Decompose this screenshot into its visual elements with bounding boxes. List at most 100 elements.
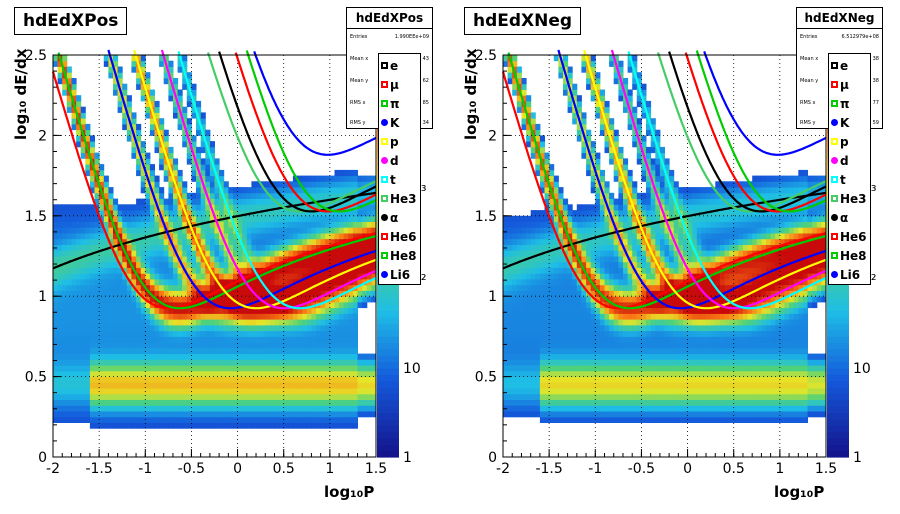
heatmap-cell bbox=[186, 382, 192, 389]
heatmap-cell bbox=[186, 416, 192, 423]
heatmap-cell bbox=[103, 405, 109, 412]
heatmap-cell bbox=[140, 376, 146, 383]
heatmap-cell bbox=[149, 347, 155, 355]
heatmap-cell bbox=[503, 411, 509, 418]
heatmap-cell bbox=[251, 233, 257, 240]
heatmap-cell bbox=[159, 376, 165, 383]
heatmap-cell bbox=[214, 336, 220, 343]
heatmap-cell bbox=[352, 221, 358, 228]
heatmap-cell bbox=[544, 244, 550, 251]
heatmap-cell bbox=[609, 353, 615, 360]
heatmap-cell bbox=[256, 393, 262, 400]
heatmap-cell bbox=[214, 422, 220, 429]
heatmap-cell bbox=[604, 135, 610, 142]
heatmap-cell bbox=[159, 279, 165, 286]
heatmap-cell bbox=[209, 256, 215, 263]
heatmap-cell bbox=[205, 158, 211, 165]
heatmap-cell bbox=[539, 301, 545, 309]
heatmap-cell bbox=[320, 284, 326, 291]
heatmap-cell bbox=[256, 279, 262, 286]
heatmap-cell bbox=[292, 416, 298, 423]
heatmap-cell bbox=[516, 301, 522, 309]
heatmap-cell bbox=[200, 365, 206, 372]
heatmap-cell bbox=[283, 365, 289, 372]
heatmap-cell bbox=[334, 192, 340, 199]
heatmap-cell bbox=[334, 393, 340, 400]
heatmap-cell bbox=[113, 256, 119, 263]
heatmap-cell bbox=[140, 146, 146, 154]
heatmap-cell bbox=[632, 393, 638, 400]
heatmap-cell bbox=[131, 204, 137, 211]
heatmap-cell bbox=[641, 146, 647, 154]
heatmap-cell bbox=[549, 324, 555, 332]
heatmap-cell bbox=[260, 210, 266, 217]
heatmap-cell bbox=[191, 359, 197, 366]
heatmap-cell bbox=[214, 313, 220, 320]
heatmap-cell bbox=[553, 353, 559, 360]
heatmap-cell bbox=[274, 301, 280, 309]
heatmap-cell bbox=[339, 347, 345, 355]
heatmap-cell bbox=[113, 221, 119, 228]
heatmap-cell bbox=[288, 296, 294, 303]
heatmap-cell bbox=[530, 336, 536, 343]
heatmap-cell bbox=[242, 382, 248, 389]
heatmap-cell bbox=[260, 376, 266, 383]
heatmap-cell bbox=[159, 244, 165, 251]
heatmap-cell bbox=[512, 388, 518, 395]
heatmap-cell bbox=[325, 376, 331, 383]
heatmap-cell bbox=[149, 238, 155, 245]
heatmap-cell bbox=[168, 290, 174, 297]
heatmap-cell bbox=[256, 290, 262, 297]
heatmap-cell bbox=[544, 198, 550, 205]
heatmap-cell bbox=[549, 175, 555, 182]
heatmap-cell bbox=[632, 313, 638, 320]
heatmap-cell bbox=[71, 273, 77, 280]
heatmap-cell bbox=[168, 416, 174, 423]
heatmap-cell bbox=[535, 365, 541, 372]
heatmap-cell bbox=[632, 416, 638, 423]
heatmap-cell bbox=[246, 359, 252, 366]
heatmap-cell bbox=[62, 250, 68, 257]
heatmap-cell bbox=[57, 376, 63, 383]
heatmap-cell bbox=[279, 181, 285, 188]
heatmap-cell bbox=[297, 324, 303, 332]
heatmap-cell bbox=[223, 192, 229, 199]
heatmap-cell bbox=[242, 267, 248, 274]
y-tick-label: 2.5 bbox=[25, 48, 47, 64]
heatmap-cell bbox=[311, 388, 317, 395]
heatmap-cell bbox=[94, 376, 100, 383]
heatmap-cell bbox=[366, 233, 372, 240]
heatmap-cell bbox=[173, 261, 179, 268]
heatmap-cell bbox=[306, 215, 312, 222]
colorbar-label: 1 bbox=[403, 450, 412, 466]
heatmap-cell bbox=[62, 83, 68, 90]
heatmap-cell bbox=[159, 129, 165, 136]
heatmap-cell bbox=[604, 221, 610, 228]
heatmap-cell bbox=[265, 342, 271, 349]
heatmap-cell bbox=[274, 422, 280, 429]
heatmap-cell bbox=[57, 215, 63, 222]
heatmap-cell bbox=[586, 152, 592, 159]
heatmap-cell bbox=[237, 204, 243, 211]
heatmap-cell bbox=[71, 347, 77, 355]
heatmap-cell bbox=[94, 416, 100, 423]
heatmap-cell bbox=[306, 382, 312, 389]
heatmap-cell bbox=[292, 261, 298, 268]
heatmap-cell bbox=[196, 279, 202, 286]
heatmap-cell bbox=[173, 244, 179, 251]
heatmap-cell bbox=[182, 78, 188, 85]
heatmap-cell bbox=[521, 353, 527, 360]
heatmap-cell bbox=[623, 393, 629, 400]
heatmap-cell bbox=[173, 393, 179, 400]
heatmap-cell bbox=[260, 187, 266, 194]
heatmap-cell bbox=[182, 181, 188, 188]
heatmap-cell bbox=[53, 376, 59, 383]
heatmap-cell bbox=[122, 353, 128, 360]
heatmap-cell bbox=[242, 330, 248, 337]
stats-row: RMS y 34 bbox=[350, 118, 429, 128]
heatmap-cell bbox=[182, 261, 188, 268]
legend-item: Li6 bbox=[379, 266, 420, 285]
heatmap-cell bbox=[122, 238, 128, 245]
heatmap-cell bbox=[553, 301, 559, 309]
heatmap-cell bbox=[623, 330, 629, 337]
